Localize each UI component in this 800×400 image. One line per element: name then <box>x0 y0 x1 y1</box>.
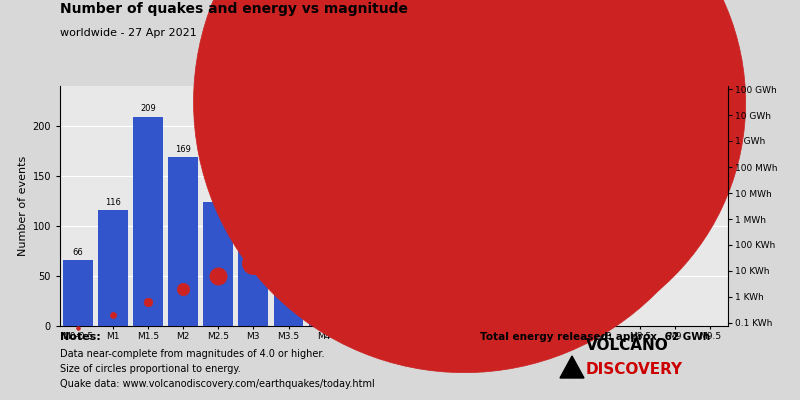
Point <box>106 312 119 318</box>
Text: worldwide - 27 Apr 2021: worldwide - 27 Apr 2021 <box>60 28 197 38</box>
Bar <box>309 258 338 326</box>
Text: 66: 66 <box>72 248 83 257</box>
Text: 209: 209 <box>140 104 156 113</box>
Y-axis label: Number of events: Number of events <box>18 156 28 256</box>
Point <box>422 195 435 202</box>
Bar <box>238 207 268 326</box>
Text: Size of circles proportional to energy.: Size of circles proportional to energy. <box>60 364 241 374</box>
Bar <box>98 210 128 326</box>
Point <box>71 325 84 332</box>
Text: Number of quakes and energy vs magnitude: Number of quakes and energy vs magnitude <box>60 2 408 16</box>
Text: 124: 124 <box>210 190 226 199</box>
Bar <box>133 117 163 326</box>
Text: 2: 2 <box>497 312 502 321</box>
Point <box>212 273 225 280</box>
Text: 116: 116 <box>105 198 121 207</box>
Text: 8: 8 <box>426 306 432 315</box>
Text: DISCOVERY: DISCOVERY <box>586 362 682 377</box>
Bar <box>485 324 514 326</box>
Bar <box>414 318 444 326</box>
Text: 35: 35 <box>354 279 364 288</box>
Point <box>458 99 470 105</box>
Bar <box>274 249 303 326</box>
Text: 20: 20 <box>389 294 399 303</box>
Point <box>493 99 506 106</box>
Point <box>353 221 366 228</box>
Bar <box>344 291 374 326</box>
Bar <box>450 324 479 326</box>
Text: M6.1 - Near N. Coast of New Guinea, PNG., Papua New Guinea
27 Apr 2021: M6.1 - Near N. Coast of New Guinea, PNG.… <box>363 94 601 114</box>
Text: Total energy released: approx. 62 GWh: Total energy released: approx. 62 GWh <box>480 332 710 342</box>
Point <box>387 208 400 214</box>
Point <box>247 260 260 266</box>
Point <box>177 286 190 292</box>
Bar <box>62 260 93 326</box>
Text: Notes:: Notes: <box>60 332 101 342</box>
Point <box>282 247 295 254</box>
Bar <box>379 306 409 326</box>
Text: 2: 2 <box>462 312 467 321</box>
Text: 68: 68 <box>318 246 329 255</box>
Text: Quake data: www.volcanodiscovery.com/earthquakes/today.html: Quake data: www.volcanodiscovery.com/ear… <box>60 379 374 389</box>
Text: 77: 77 <box>283 237 294 246</box>
Text: VOLCANO: VOLCANO <box>586 338 668 353</box>
Point <box>142 299 154 306</box>
Text: 119: 119 <box>246 195 262 204</box>
Bar <box>168 157 198 326</box>
Point <box>318 234 330 240</box>
Text: Data near-complete from magnitudes of 4.0 or higher.: Data near-complete from magnitudes of 4.… <box>60 349 325 359</box>
Text: M6.0 - New Zealand
27 Apr 2021: M6.0 - New Zealand 27 Apr 2021 <box>433 121 510 140</box>
Bar <box>203 202 233 326</box>
Text: 169: 169 <box>175 145 191 154</box>
